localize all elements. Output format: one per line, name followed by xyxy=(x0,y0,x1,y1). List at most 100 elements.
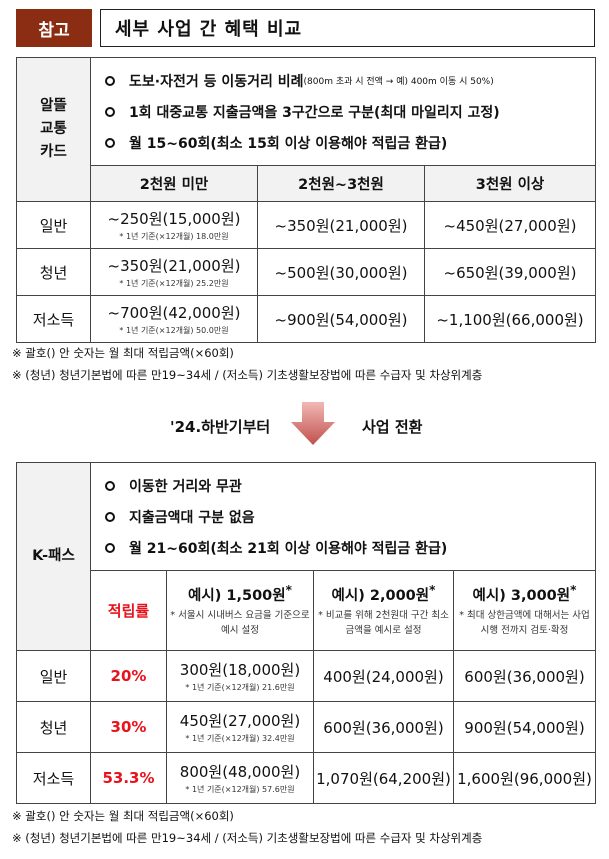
kpass-table: K-패스 이동한 거리와 무관 지출금액대 구분 없음 월 21~60회(최소 … xyxy=(16,462,596,804)
page-title: 세부 사업 간 혜택 비교 xyxy=(100,9,595,47)
table-cell: ~350원(21,000원) * 1년 기준(×12개월) 25.2만원 xyxy=(90,248,258,296)
table-cell: ~350원(21,000원) xyxy=(257,201,425,249)
cell-value: ~700원(42,000원) xyxy=(107,304,241,322)
bullet-item: 도보·자전거 등 이동거리 비례 (800m 초과 시 전액 → 예) 400m … xyxy=(105,65,595,96)
label-line: 알뜰 xyxy=(40,98,67,114)
footnote: ※ (청년) 청년기본법에 따른 만19~34세 / (저소득) 기초생활보장법… xyxy=(12,831,483,845)
cell-note: * 1년 기준(×12개월) 21.6만원 xyxy=(185,683,295,692)
bullet-item: 월 15~60회(최소 15회 이상 이용해야 적립금 환급) xyxy=(105,127,595,158)
bullet-item: 월 21~60회(최소 21회 이상 이용해야 적립금 환급) xyxy=(105,532,595,563)
cell-note: * 1년 기준(×12개월) 25.2만원 xyxy=(119,279,229,288)
column-header: 2천원 미만 xyxy=(90,165,258,202)
table-cell: 300원(18,000원) * 1년 기준(×12개월) 21.6만원 xyxy=(166,650,314,702)
column-header: 3천원 이상 xyxy=(423,165,597,202)
table-row: 저소득 53.3% 800원(48,000원) * 1년 기준(×12개월) 57… xyxy=(16,752,596,804)
bullet-text: 도보·자전거 등 이동거리 비례 xyxy=(129,73,304,90)
table-cell: ~650원(39,000원) xyxy=(423,248,597,296)
bullet-icon xyxy=(105,137,115,148)
table-cell: 600원(36,000원) xyxy=(313,701,454,753)
table-cell: ~700원(42,000원) * 1년 기준(×12개월) 50.0만원 xyxy=(90,295,258,343)
column-sup: * xyxy=(285,582,292,597)
table-cell: ~1,100원(66,000원) xyxy=(423,295,597,343)
cell-value: 450원(27,000원) xyxy=(179,712,301,730)
table-row: 일반 ~250원(15,000원) * 1년 기준(×12개월) 18.0만원 ~… xyxy=(16,201,597,249)
table-cell: 450원(27,000원) * 1년 기준(×12개월) 32.4만원 xyxy=(166,701,314,753)
row-label: 저소득 xyxy=(16,295,91,343)
table-cell: ~900원(54,000원) xyxy=(257,295,425,343)
altteul-label: 알뜰 교통 카드 xyxy=(16,57,91,202)
column-header: 2천원~3천원 xyxy=(257,165,425,202)
row-label: 일반 xyxy=(16,201,91,249)
column-sup: * xyxy=(570,582,577,597)
bullet-text: 이동한 거리와 무관 xyxy=(129,478,242,495)
bullet-icon xyxy=(105,480,115,491)
bullet-item: 지출금액대 구분 없음 xyxy=(105,501,595,532)
column-header: 예시) 1,500원* * 서울시 시내버스 요금을 기준으로 예시 설정 xyxy=(166,570,314,651)
table-row: 일반 20% 300원(18,000원) * 1년 기준(×12개월) 21.6만… xyxy=(16,650,596,702)
cell-note: * 1년 기준(×12개월) 57.6만원 xyxy=(185,785,295,794)
column-sup: * xyxy=(429,582,436,597)
table-cell: 800원(48,000원) * 1년 기준(×12개월) 57.6만원 xyxy=(166,752,314,804)
rate-cell: 53.3% xyxy=(90,752,167,804)
bullet-subtext: (800m 초과 시 전액 → 예) 400m 이동 시 50%) xyxy=(303,77,494,87)
bullet-text: 1회 대중교통 지출금액을 3구간으로 구분(최대 마일리지 고정) xyxy=(129,104,500,121)
row-label: 청년 xyxy=(16,248,91,296)
cell-value: 300원(18,000원) xyxy=(179,661,301,679)
cell-note: * 1년 기준(×12개월) 18.0만원 xyxy=(119,232,229,241)
row-label: 저소득 xyxy=(16,752,91,804)
table-cell: 900원(54,000원) xyxy=(453,701,596,753)
label-line: 교통 xyxy=(40,121,67,137)
footnote: ※ 괄호() 안 숫자는 월 최대 적립금액(×60회) xyxy=(12,809,234,823)
label-line: 카드 xyxy=(40,144,67,160)
column-header: 예시) 2,000원* * 비교를 위해 2천원대 구간 최소 금액을 예시로 설… xyxy=(313,570,454,651)
bullet-icon xyxy=(105,106,115,117)
column-header: 예시) 3,000원* * 최대 상한금액에 대해서는 사업 시행 전까지 검토·… xyxy=(453,570,596,651)
bullet-text: 지출금액대 구분 없음 xyxy=(129,509,255,526)
bullet-icon xyxy=(105,511,115,522)
table-cell: ~450원(27,000원) xyxy=(423,201,597,249)
cell-value: ~350원(21,000원) xyxy=(107,257,241,275)
kpass-bullets: 이동한 거리와 무관 지출금액대 구분 없음 월 21~60회(최소 21회 이… xyxy=(90,462,596,571)
table-cell: ~500원(30,000원) xyxy=(257,248,425,296)
section-header: 참고 세부 사업 간 혜택 비교 xyxy=(16,9,595,47)
rate-header: 적립률 xyxy=(90,570,167,651)
table-row: 청년 30% 450원(27,000원) * 1년 기준(×12개월) 32.4만… xyxy=(16,701,596,753)
bullet-item: 이동한 거리와 무관 xyxy=(105,470,595,501)
cell-note: * 1년 기준(×12개월) 32.4만원 xyxy=(185,734,295,743)
altteul-table: 알뜰 교통 카드 도보·자전거 등 이동거리 비례 (800m 초과 시 전액 →… xyxy=(16,57,597,343)
rate-cell: 20% xyxy=(90,650,167,702)
table-row: 청년 ~350원(21,000원) * 1년 기준(×12개월) 25.2만원 ~… xyxy=(16,248,597,296)
table-row: 저소득 ~700원(42,000원) * 1년 기준(×12개월) 50.0만원 … xyxy=(16,295,597,343)
column-note: * 최대 상한금액에 대해서는 사업 시행 전까지 검토·확정 xyxy=(459,610,590,637)
kpass-label: K-패스 xyxy=(16,462,91,651)
rate-cell: 30% xyxy=(90,701,167,753)
row-label: 일반 xyxy=(16,650,91,702)
arrow-down-icon xyxy=(291,402,335,445)
column-title: 예시) 2,000원 xyxy=(331,587,430,604)
transition-left: '24.하반기부터 xyxy=(170,418,271,436)
table-cell: 400원(24,000원) xyxy=(313,650,454,702)
column-note: * 비교를 위해 2천원대 구간 최소 금액을 예시로 설정 xyxy=(318,610,449,637)
transition-right: 사업 전환 xyxy=(362,418,423,436)
footnote: ※ 괄호() 안 숫자는 월 최대 적립금액(×60회) xyxy=(12,346,234,360)
cell-note: * 1년 기준(×12개월) 50.0만원 xyxy=(119,326,229,335)
column-note: * 서울시 시내버스 요금을 기준으로 예시 설정 xyxy=(170,610,310,637)
cell-value: ~250원(15,000원) xyxy=(107,210,241,228)
column-title: 예시) 3,000원 xyxy=(472,587,571,604)
reference-tag: 참고 xyxy=(16,9,92,47)
table-cell: ~250원(15,000원) * 1년 기준(×12개월) 18.0만원 xyxy=(90,201,258,249)
bullet-icon xyxy=(105,542,115,553)
bullet-text: 월 21~60회(최소 21회 이상 이용해야 적립금 환급) xyxy=(129,540,448,557)
transition-banner: '24.하반기부터 사업 전환 xyxy=(0,402,609,450)
bullet-text: 월 15~60회(최소 15회 이상 이용해야 적립금 환급) xyxy=(129,135,448,152)
row-label: 청년 xyxy=(16,701,91,753)
bullet-item: 1회 대중교통 지출금액을 3구간으로 구분(최대 마일리지 고정) xyxy=(105,96,595,127)
bullet-icon xyxy=(105,75,115,86)
table-cell: 600원(36,000원) xyxy=(453,650,596,702)
cell-value: 800원(48,000원) xyxy=(179,763,301,781)
altteul-bullets: 도보·자전거 등 이동거리 비례 (800m 초과 시 전액 → 예) 400m … xyxy=(89,57,597,166)
table-cell: 1,070원(64,200원) xyxy=(313,752,454,804)
footnote: ※ (청년) 청년기본법에 따른 만19~34세 / (저소득) 기초생활보장법… xyxy=(12,368,483,382)
column-title: 예시) 1,500원 xyxy=(188,587,286,604)
table-cell: 1,600원(96,000원) xyxy=(453,752,596,804)
